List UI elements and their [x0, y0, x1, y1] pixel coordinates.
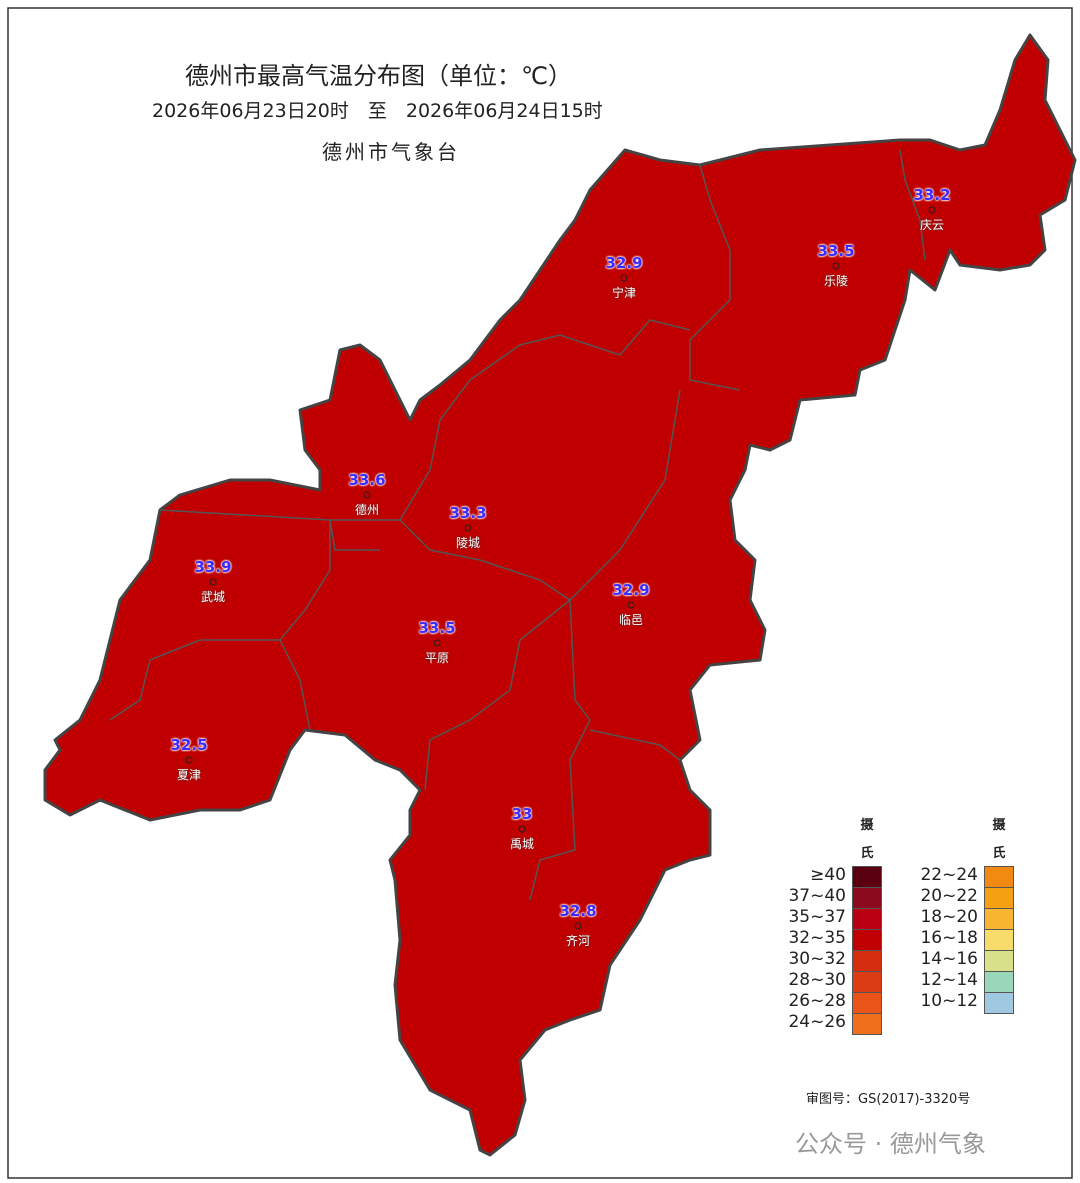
frame — [7, 7, 1073, 1179]
legend-swatch — [852, 971, 882, 993]
legend-label: 37~40 — [788, 886, 846, 906]
station-value: 33 — [511, 805, 533, 823]
legend-swatch — [852, 908, 882, 930]
legend-swatch — [852, 866, 882, 888]
legend-swatch — [852, 950, 882, 972]
station-dot — [627, 601, 635, 609]
region-outline — [43, 33, 1077, 1157]
legend-label: 26~28 — [788, 991, 846, 1011]
legend-label: 35~37 — [788, 907, 846, 927]
legend-swatch — [984, 866, 1014, 888]
legend-label: 18~20 — [920, 907, 978, 927]
legend-label: 30~32 — [788, 949, 846, 969]
station-value: 32.9 — [612, 581, 650, 599]
station-name: 禹城 — [509, 837, 535, 851]
station-value: 33.9 — [194, 558, 232, 576]
station-dot — [574, 922, 582, 930]
station-value: 33.5 — [817, 242, 855, 260]
legend-swatch — [852, 1013, 882, 1035]
station-value: 33.6 — [348, 471, 386, 489]
legend-swatch — [984, 992, 1014, 1014]
review-number: 审图号：GS(2017)-3320号 — [806, 1092, 971, 1107]
legend-label: 16~18 — [920, 928, 978, 948]
legend-swatch — [852, 929, 882, 951]
station-name: 德州 — [354, 503, 380, 517]
agency: 德州市气象台 — [322, 140, 460, 164]
station-name: 武城 — [200, 590, 226, 604]
legend-label: 10~12 — [920, 991, 978, 1011]
station-dot — [518, 825, 526, 833]
title: 德州市最高气温分布图（单位：℃） — [185, 62, 572, 90]
station-name: 宁津 — [611, 286, 637, 300]
station-dot — [185, 756, 193, 764]
station-dot — [433, 639, 441, 647]
station-value: 33.3 — [449, 504, 487, 522]
station-value: 33.2 — [913, 186, 951, 204]
station-dot — [832, 262, 840, 270]
station-name: 临邑 — [618, 613, 644, 627]
legend-label: 22~24 — [920, 865, 978, 885]
legend-label: 28~30 — [788, 970, 846, 990]
station-name: 乐陵 — [823, 274, 849, 288]
county-borders — [109, 149, 926, 901]
station-value: 32.5 — [170, 736, 208, 754]
station-name: 陵城 — [455, 536, 481, 550]
station-dot — [620, 274, 628, 282]
time-range: 2026年06月23日20时 至 2026年06月24日15时 — [152, 100, 603, 122]
station-dot — [928, 206, 936, 214]
legend-label: 24~26 — [788, 1012, 846, 1032]
station-name: 平原 — [424, 651, 450, 665]
legend-label: 12~14 — [920, 970, 978, 990]
station-value: 32.8 — [559, 902, 597, 920]
station-dot — [209, 578, 217, 586]
legend-swatch — [984, 887, 1014, 909]
legend-label: ≥40 — [810, 865, 846, 885]
station-name: 齐河 — [565, 934, 591, 948]
legend-swatch — [984, 908, 1014, 930]
station-value: 33.5 — [418, 619, 456, 637]
station-dot — [464, 524, 472, 532]
legend-swatch — [984, 929, 1014, 951]
legend-label: 14~16 — [920, 949, 978, 969]
station-name: 庆云 — [919, 218, 945, 232]
station-dot — [363, 491, 371, 499]
legend-swatch — [984, 971, 1014, 993]
legend-swatch — [852, 887, 882, 909]
legend-label: 20~22 — [920, 886, 978, 906]
station-name: 夏津 — [176, 768, 202, 782]
watermark: 公众号 · 德州气象 — [795, 1130, 986, 1158]
legend-swatch — [984, 950, 1014, 972]
legend-swatch — [852, 992, 882, 1014]
station-value: 32.9 — [605, 254, 643, 272]
legend-label: 32~35 — [788, 928, 846, 948]
